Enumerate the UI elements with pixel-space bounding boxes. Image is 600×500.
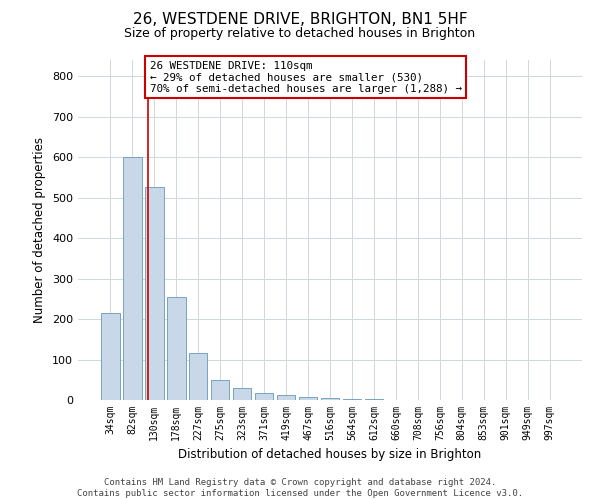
Bar [189, 354, 208, 400]
Bar [365, 399, 383, 400]
Bar [277, 394, 295, 400]
Bar [123, 157, 142, 400]
Bar [299, 397, 317, 400]
Text: Size of property relative to detached houses in Brighton: Size of property relative to detached ho… [124, 28, 476, 40]
Y-axis label: Number of detached properties: Number of detached properties [34, 137, 46, 323]
Bar [145, 188, 164, 400]
Text: 26 WESTDENE DRIVE: 110sqm
← 29% of detached houses are smaller (530)
70% of semi: 26 WESTDENE DRIVE: 110sqm ← 29% of detac… [150, 61, 462, 94]
X-axis label: Distribution of detached houses by size in Brighton: Distribution of detached houses by size … [178, 448, 482, 462]
Bar [233, 388, 251, 400]
Text: 26, WESTDENE DRIVE, BRIGHTON, BN1 5HF: 26, WESTDENE DRIVE, BRIGHTON, BN1 5HF [133, 12, 467, 28]
Bar [320, 398, 340, 400]
Bar [211, 380, 229, 400]
Text: Contains HM Land Registry data © Crown copyright and database right 2024.
Contai: Contains HM Land Registry data © Crown c… [77, 478, 523, 498]
Bar [343, 399, 361, 400]
Bar [167, 297, 185, 400]
Bar [101, 313, 119, 400]
Bar [255, 392, 274, 400]
